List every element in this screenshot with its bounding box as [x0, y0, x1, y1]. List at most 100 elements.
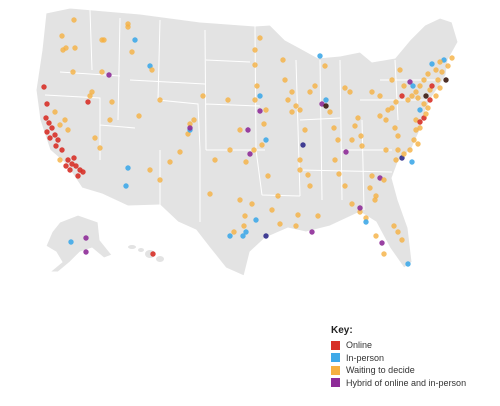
site-point-waiting	[289, 89, 295, 95]
site-point-inperson	[405, 261, 411, 267]
site-point-overlap_dense	[423, 93, 429, 99]
site-point-waiting	[437, 59, 443, 65]
site-point-online	[73, 163, 79, 169]
site-point-waiting	[280, 57, 286, 63]
site-point-online	[52, 132, 58, 138]
site-point-waiting	[363, 215, 369, 221]
site-point-online	[429, 83, 435, 89]
site-point-waiting	[187, 121, 193, 127]
site-point-waiting	[99, 69, 105, 75]
site-point-waiting	[437, 85, 443, 91]
site-point-waiting	[277, 221, 283, 227]
site-point-online	[67, 167, 73, 173]
site-point-waiting	[227, 147, 233, 153]
site-point-waiting	[289, 109, 295, 115]
site-point-waiting	[409, 93, 415, 99]
site-point-waiting	[435, 77, 441, 83]
site-point-waiting	[357, 209, 363, 215]
site-point-waiting	[52, 109, 58, 115]
site-point-waiting	[381, 177, 387, 183]
site-point-online	[41, 84, 47, 90]
site-point-waiting	[392, 125, 398, 131]
site-point-waiting	[185, 131, 191, 137]
site-point-waiting	[369, 173, 375, 179]
site-point-waiting	[282, 77, 288, 83]
site-point-waiting	[200, 93, 206, 99]
site-point-hybrid	[407, 79, 413, 85]
site-point-waiting	[252, 97, 258, 103]
site-point-online	[44, 101, 50, 107]
site-point-inperson	[441, 57, 447, 63]
site-point-waiting	[129, 49, 135, 55]
site-point-inperson	[417, 107, 423, 113]
site-point-online	[71, 155, 77, 161]
legend-swatch-waiting	[331, 365, 340, 375]
legend-swatch-online	[331, 340, 340, 350]
site-point-waiting	[347, 89, 353, 95]
site-point-waiting	[293, 103, 299, 109]
site-point-waiting	[302, 127, 308, 133]
site-point-waiting	[401, 151, 407, 157]
site-point-inperson	[409, 159, 415, 165]
site-point-waiting	[305, 172, 311, 178]
site-point-waiting	[385, 107, 391, 113]
legend-label-online: Online	[346, 340, 373, 351]
site-point-waiting	[237, 127, 243, 133]
site-point-waiting	[395, 147, 401, 153]
site-point-waiting	[421, 77, 427, 83]
legend-swatch-inperson	[331, 353, 340, 363]
site-point-waiting	[427, 87, 433, 93]
hawaii	[128, 245, 164, 262]
site-point-waiting	[125, 21, 131, 27]
site-point-waiting	[413, 127, 419, 133]
site-point-waiting	[331, 125, 337, 131]
site-point-online	[399, 93, 405, 99]
site-point-waiting	[225, 97, 231, 103]
site-point-waiting	[97, 145, 103, 151]
site-point-waiting	[63, 45, 69, 51]
site-point-waiting	[433, 67, 439, 73]
site-point-overlap_online_hybrid	[399, 155, 405, 161]
site-point-online	[43, 115, 49, 121]
site-point-waiting	[251, 147, 257, 153]
legend-title: Key:	[331, 325, 353, 336]
site-point-waiting	[71, 17, 77, 23]
site-point-waiting	[327, 109, 333, 115]
legend-item-waiting: Waiting to decide	[331, 364, 466, 377]
site-point-waiting	[243, 159, 249, 165]
site-point-waiting	[89, 89, 95, 95]
site-point-online	[49, 125, 55, 131]
site-point-online	[63, 163, 69, 169]
site-point-online	[59, 147, 65, 153]
site-point-waiting	[207, 191, 213, 197]
site-point-waiting	[415, 95, 421, 101]
site-point-waiting	[191, 117, 197, 123]
site-point-hybrid	[319, 101, 325, 107]
site-point-waiting	[355, 115, 361, 121]
site-point-waiting	[367, 185, 373, 191]
us-map	[35, 7, 459, 277]
site-point-waiting	[449, 55, 455, 61]
site-point-online	[44, 129, 50, 135]
alaska	[45, 214, 113, 273]
site-point-waiting	[439, 69, 445, 75]
site-point-waiting	[269, 207, 275, 213]
site-point-waiting	[425, 71, 431, 77]
site-point-waiting	[177, 149, 183, 155]
site-point-waiting	[389, 77, 395, 83]
land-layer	[35, 7, 459, 277]
site-point-waiting	[59, 33, 65, 39]
site-point-waiting	[372, 197, 378, 203]
site-point-waiting	[237, 197, 243, 203]
site-point-inperson	[147, 63, 153, 69]
site-point-overlap_online_hybrid	[263, 233, 269, 239]
site-point-waiting	[411, 137, 417, 143]
site-point-waiting	[57, 157, 63, 163]
site-point-waiting	[297, 107, 303, 113]
site-point-online	[80, 169, 86, 175]
site-point-online	[427, 97, 433, 103]
site-point-waiting	[383, 117, 389, 123]
site-point-waiting	[265, 173, 271, 179]
site-point-inperson	[429, 61, 435, 67]
legend-label-hybrid: Hybrid of online and in-person	[346, 377, 467, 388]
